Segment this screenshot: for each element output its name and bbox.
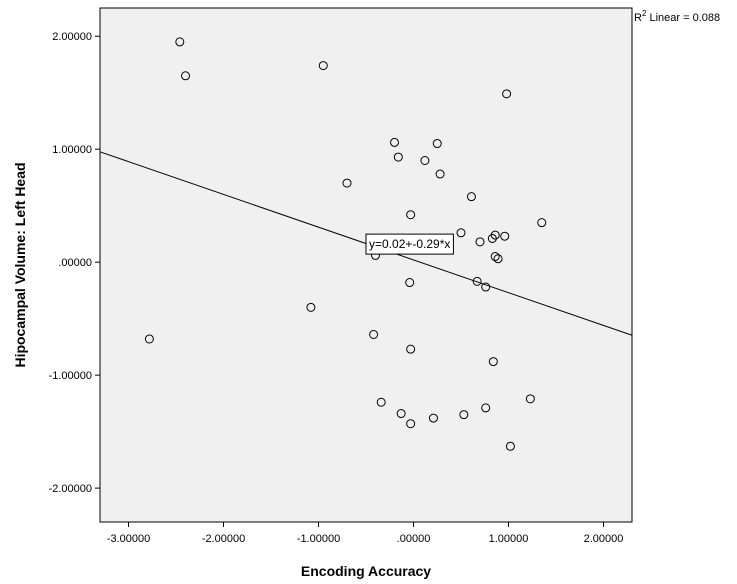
data-point <box>376 397 386 407</box>
data-point <box>406 210 416 220</box>
data-point <box>456 228 466 238</box>
data-point <box>481 403 491 413</box>
equation-box: y=0.02+-0.29*x <box>365 233 454 255</box>
data-point <box>318 61 328 71</box>
data-point <box>393 152 403 162</box>
y-axis-ticks: 2.00000 1.00000 .00000 -1.00000 -2.00000 <box>49 31 100 495</box>
x-tick-label: 1.00000 <box>489 533 529 545</box>
r2-label: R2 Linear = 0.088 <box>634 9 720 24</box>
x-tick-label: .00000 <box>397 533 431 545</box>
data-point <box>472 276 482 286</box>
data-point <box>432 139 442 149</box>
x-tick-label: -3.00000 <box>107 533 150 545</box>
data-point <box>181 71 190 81</box>
data-point <box>420 156 430 166</box>
data-point <box>369 329 379 339</box>
x-tick-label: -1.00000 <box>297 533 340 545</box>
data-point <box>502 89 512 99</box>
y-tick-label: .00000 <box>58 257 92 269</box>
data-point <box>435 169 445 179</box>
plot-area <box>99 7 633 523</box>
data-point <box>144 334 154 344</box>
r2-suffix: Linear = 0.088 <box>646 12 720 24</box>
data-point <box>487 233 497 243</box>
data-point <box>466 192 476 202</box>
x-tick-label: -2.00000 <box>202 533 245 545</box>
r2-superscript: 2 <box>642 9 647 18</box>
y-tick-label: 1.00000 <box>52 144 92 156</box>
data-point <box>537 218 547 228</box>
data-point <box>525 394 535 404</box>
data-point <box>493 254 503 264</box>
data-point <box>406 419 416 429</box>
data-point <box>175 37 185 47</box>
data-point <box>342 178 352 188</box>
data-point <box>475 237 485 247</box>
data-point <box>406 344 416 354</box>
data-point <box>481 282 491 292</box>
data-point <box>396 409 406 419</box>
data-point <box>390 137 399 147</box>
x-tick-label: 2.00000 <box>584 533 624 545</box>
x-axis-title: Encoding Accuracy <box>301 563 431 579</box>
data-points <box>144 37 547 451</box>
data-point <box>306 302 316 312</box>
data-point <box>488 357 498 367</box>
data-point <box>405 278 415 288</box>
data-point <box>505 441 515 451</box>
data-point <box>428 413 438 423</box>
data-point <box>459 410 469 420</box>
y-tick-label: 2.00000 <box>52 31 92 43</box>
y-tick-label: -2.00000 <box>49 483 92 495</box>
y-tick-label: -1.00000 <box>49 370 92 382</box>
r2-prefix: R <box>634 12 642 24</box>
equation-label: y=0.02+-0.29*x <box>369 237 450 251</box>
data-point <box>500 231 510 241</box>
y-axis-title: Hipocampal Volume: Left Head <box>12 162 28 367</box>
data-point <box>490 252 500 262</box>
x-axis-ticks: -3.00000 -2.00000 -1.00000 .00000 1.00000 2.0… <box>107 522 624 545</box>
